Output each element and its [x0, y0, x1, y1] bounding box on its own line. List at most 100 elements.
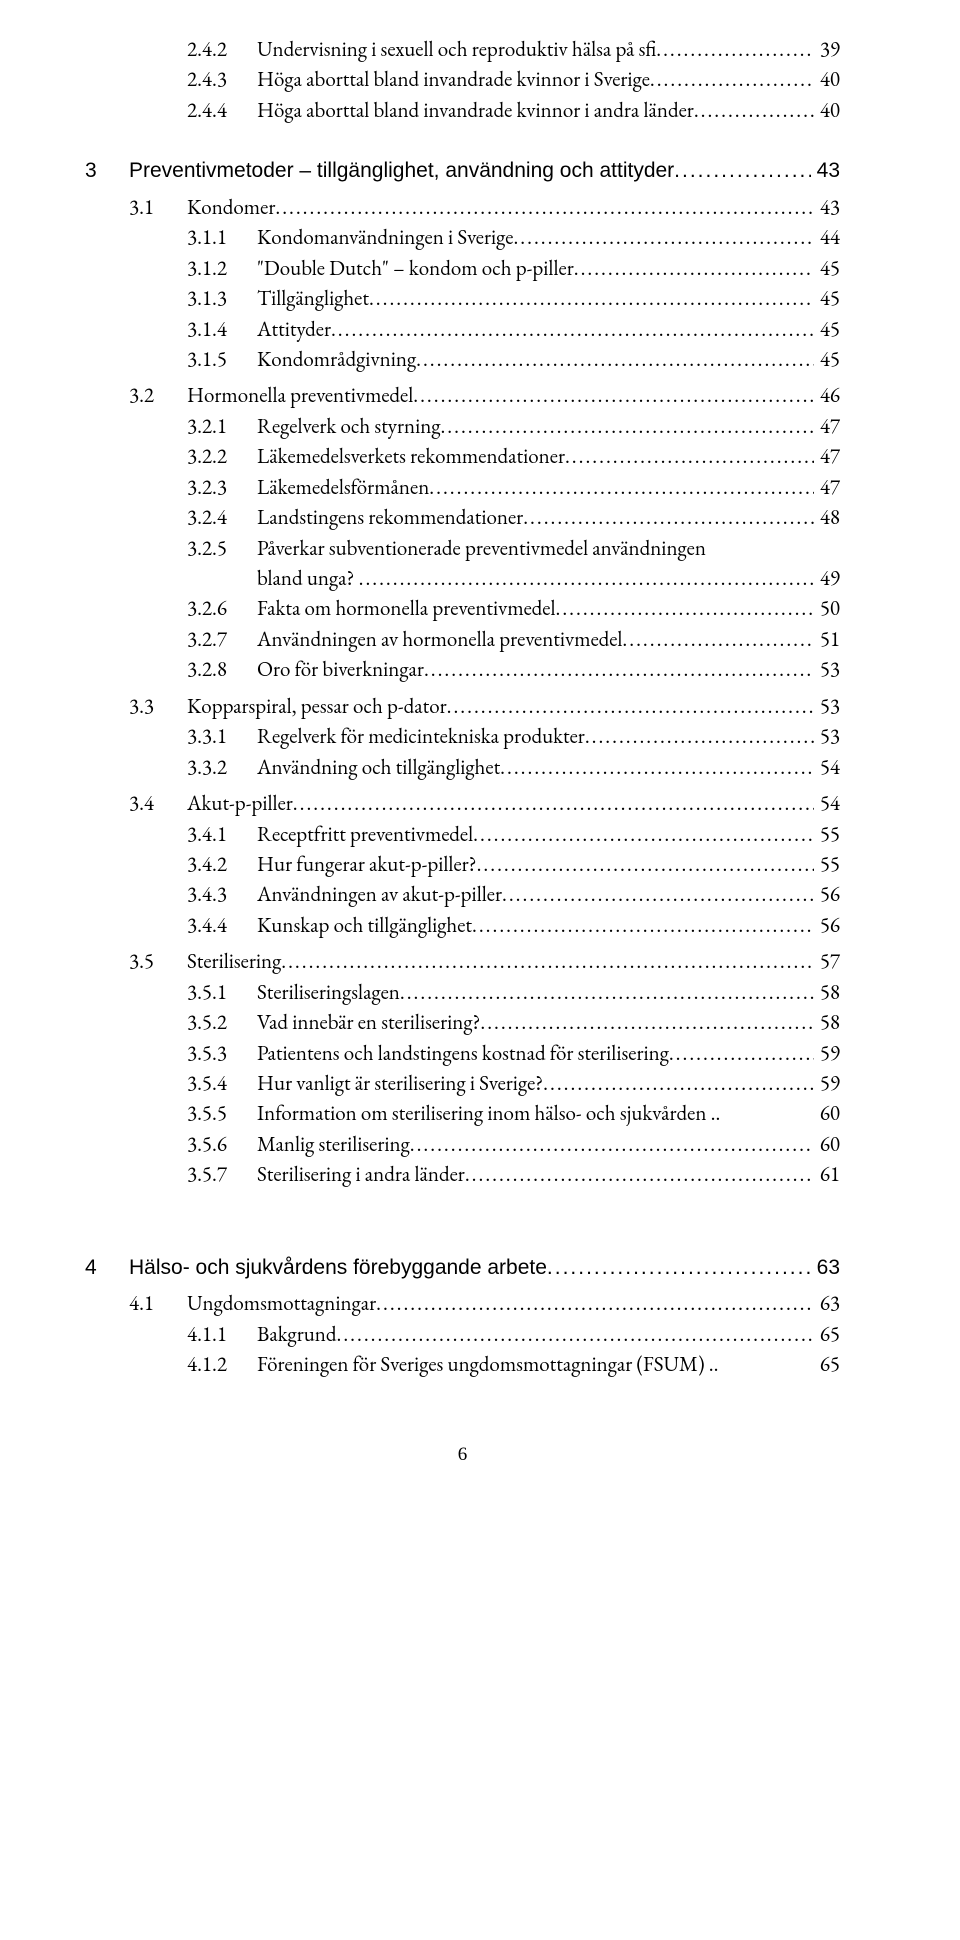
- toc-entry: 3.5.3Patientens och landstingens kostnad…: [85, 1039, 840, 1069]
- toc-entry-number: 2.4.2: [85, 35, 257, 65]
- toc-entry-page: 53: [814, 655, 840, 685]
- toc-entry-page: 55: [814, 820, 840, 850]
- toc-entry-number: 3: [85, 156, 129, 186]
- toc-entry-label: Läkemedelsförmånen: [257, 473, 429, 503]
- toc-entry-number: 3.2.3: [85, 473, 257, 503]
- toc-leaders: [400, 978, 814, 1008]
- toc-chapter-entry: 3Preventivmetoder – tillgänglighet, anvä…: [85, 156, 840, 186]
- toc-entry: 3.1.2"Double Dutch" – kondom och p-pille…: [85, 254, 840, 284]
- toc-leaders: [574, 254, 814, 284]
- toc-entry-number: 3.1.1: [85, 223, 257, 253]
- toc-entry-page: 43: [811, 156, 840, 186]
- toc-entry-label: Manlig sterilisering: [257, 1130, 410, 1160]
- toc-entry-label: Landstingens rekommendationer: [257, 503, 523, 533]
- toc-entry-page: 55: [814, 850, 840, 880]
- toc-entry-label: Användningen av akut-p-piller: [257, 880, 502, 910]
- toc-leaders: [669, 1039, 814, 1069]
- toc-entry-label: Kondomanvändningen i Sverige: [257, 223, 513, 253]
- toc-entry: 3.2.4Landstingens rekommendationer48: [85, 503, 840, 533]
- toc-entry: 3.5.1Steriliseringslagen58: [85, 978, 840, 1008]
- toc-entry-label: Information om sterilisering inom hälso-…: [257, 1099, 814, 1129]
- toc-entry: 3.5.2Vad innebär en sterilisering?58: [85, 1008, 840, 1038]
- toc-entry: 3.2Hormonella preventivmedel46: [85, 381, 840, 411]
- toc-entry-label: Hormonella preventivmedel: [187, 381, 413, 411]
- toc-entry-page: 53: [814, 692, 840, 722]
- toc-entry: 3.2.2Läkemedelsverkets rekommendationer4…: [85, 442, 840, 472]
- toc-entry-label: Användningen av hormonella preventivmede…: [257, 625, 622, 655]
- toc-entry: 3.5Sterilisering57: [85, 947, 840, 977]
- toc-entry: 3.4.4Kunskap och tillgänglighet 56: [85, 911, 840, 941]
- toc-leaders: [472, 911, 814, 941]
- toc-leaders: [650, 65, 814, 95]
- toc-entry: 3.3Kopparspiral, pessar och p-dator53: [85, 692, 840, 722]
- toc-entry-page: 65: [814, 1320, 840, 1350]
- toc-entry-number: 3.4.3: [85, 880, 257, 910]
- toc-entry: 3.5.4Hur vanligt är sterilisering i Sver…: [85, 1069, 840, 1099]
- toc-entry-number: 3.5.2: [85, 1008, 257, 1038]
- page-number: 6: [85, 1441, 840, 1469]
- toc-entry-label: Fakta om hormonella preventivmedel: [257, 594, 556, 624]
- toc-entry-number: 3.2.1: [85, 412, 257, 442]
- toc-leaders: [656, 35, 814, 65]
- toc-entry-label: Attityder: [257, 315, 331, 345]
- toc-entry-label: Vad innebär en sterilisering?: [257, 1008, 480, 1038]
- toc-leaders: [500, 753, 814, 783]
- toc-entry-number: 4.1.1: [85, 1320, 257, 1350]
- toc-entry: 2.4.3Höga aborttal bland invandrade kvin…: [85, 65, 840, 95]
- toc-leaders: [293, 789, 814, 819]
- toc-leaders: [547, 1253, 811, 1283]
- toc-entry-label: Påverkar subventionerade preventivmedel …: [257, 534, 706, 564]
- toc-leaders: [359, 564, 814, 594]
- toc-entry-label: bland unga?: [257, 564, 359, 594]
- toc-entry: 3.3.1Regelverk för medicintekniska produ…: [85, 722, 840, 752]
- toc-entry: 3.2.7Användningen av hormonella preventi…: [85, 625, 840, 655]
- toc-entry-line2: bland unga? 49: [85, 564, 840, 594]
- toc-entry-number: 3.4.4: [85, 911, 257, 941]
- toc-entry: 2.4.2Undervisning i sexuell och reproduk…: [85, 35, 840, 65]
- toc-entry-label: Läkemedelsverkets rekommendationer: [257, 442, 565, 472]
- toc-entry-number: 4.1.2: [85, 1350, 257, 1380]
- toc-spacer: [85, 1191, 840, 1253]
- toc-entry-label: Kunskap och tillgänglighet: [257, 911, 472, 941]
- toc-entry: 3.5.6Manlig sterilisering60: [85, 1130, 840, 1160]
- toc-leaders: [465, 1160, 814, 1190]
- toc-entry-page: 56: [814, 911, 840, 941]
- toc-leaders: [502, 880, 814, 910]
- toc-entry-page: 47: [814, 412, 840, 442]
- toc-entry: 3.1Kondomer43: [85, 193, 840, 223]
- toc-entry-page: 60: [814, 1099, 840, 1129]
- toc-entry: 2.4.4Höga aborttal bland invandrade kvin…: [85, 96, 840, 126]
- toc-entry-number: 2.4.3: [85, 65, 257, 95]
- toc-entry-page: 61: [814, 1160, 840, 1190]
- toc-entry-number: 3.3: [85, 692, 187, 722]
- toc-leaders: [424, 655, 814, 685]
- toc-entry-page: 60: [814, 1130, 840, 1160]
- toc-leaders: [694, 96, 814, 126]
- toc-entry-label: Steriliseringslagen: [257, 978, 400, 1008]
- toc-entry-page: 45: [814, 254, 840, 284]
- toc-entry-number: 3.2.2: [85, 442, 257, 472]
- toc-entry-number: 3.2.4: [85, 503, 257, 533]
- toc-entry-label: Hur vanligt är sterilisering i Sverige?: [257, 1069, 543, 1099]
- toc-entry: 3.4.2Hur fungerar akut-p-piller?55: [85, 850, 840, 880]
- toc-entry: 3.2.3Läkemedelsförmånen 47: [85, 473, 840, 503]
- toc-entry-page: 45: [814, 315, 840, 345]
- toc-entry-label: Akut-p-piller: [187, 789, 293, 819]
- toc-entry-page: 47: [814, 473, 840, 503]
- toc-entry: 4.1.2Föreningen för Sveriges ungdomsmott…: [85, 1350, 840, 1380]
- toc-entry-number: 2.4.4: [85, 96, 257, 126]
- toc-entry-label: Tillgänglighet: [257, 284, 369, 314]
- toc-leaders: [369, 284, 814, 314]
- toc-chapter-entry: 4Hälso- och sjukvårdens förebyggande arb…: [85, 1253, 840, 1283]
- toc-entry-number: 3.1: [85, 193, 187, 223]
- toc-entry: 3.2.5Påverkar subventionerade preventivm…: [85, 534, 840, 595]
- toc-entry-label: Användning och tillgänglighet: [257, 753, 500, 783]
- toc-entry-number: 3.4.2: [85, 850, 257, 880]
- toc-entry: 3.4.3Användningen av akut-p-piller56: [85, 880, 840, 910]
- toc-entry-label: Hälso- och sjukvårdens förebyggande arbe…: [129, 1253, 547, 1283]
- toc-entry: 3.1.3Tillgänglighet45: [85, 284, 840, 314]
- toc-leaders: [477, 850, 814, 880]
- toc-entry-number: 3.3.1: [85, 722, 257, 752]
- toc-entry-label: Ungdomsmottagningar: [187, 1289, 376, 1319]
- toc-leaders: [513, 223, 813, 253]
